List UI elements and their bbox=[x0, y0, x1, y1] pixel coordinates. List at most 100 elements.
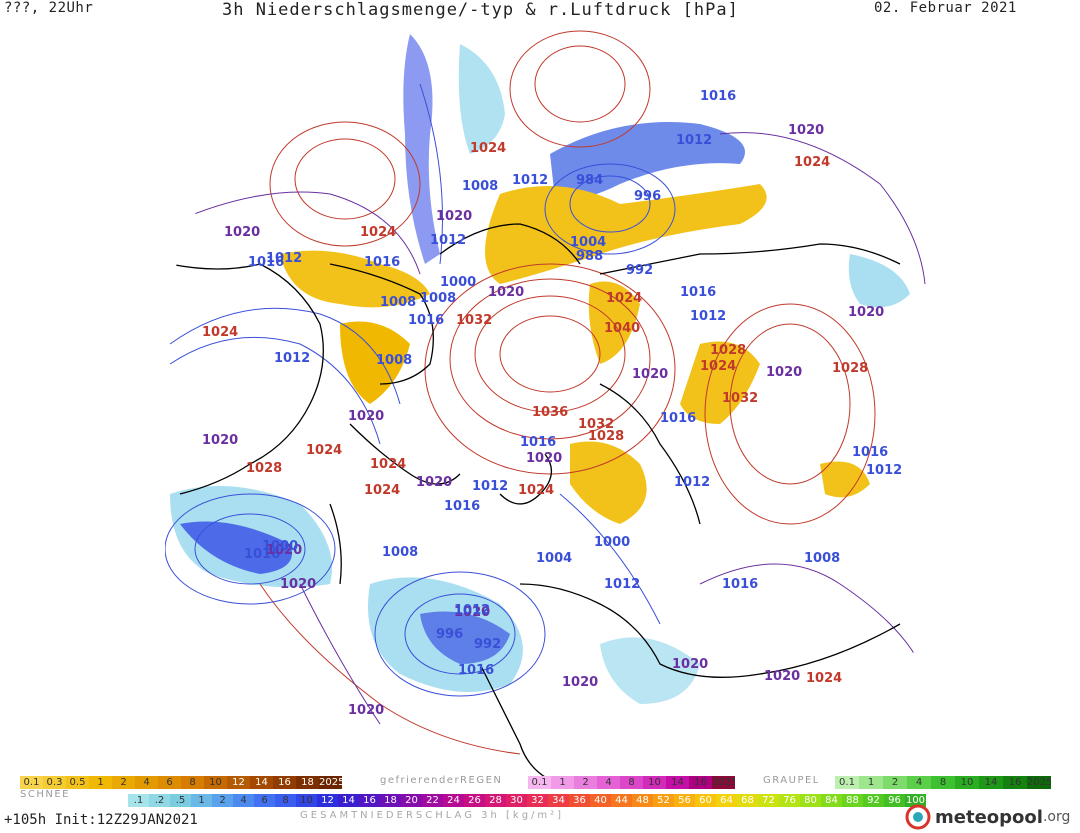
isobar-label-low: 1012 bbox=[866, 463, 902, 478]
isobar-label-high: 1032 bbox=[722, 391, 758, 406]
legend-swatch: 1 bbox=[191, 794, 212, 807]
legend-swatch: 8 bbox=[931, 776, 955, 789]
legend-swatch: 92 bbox=[863, 794, 884, 807]
isobar-labels: 1020 1024 1016 1012 1008 1012 984 996 1012 1016 10… bbox=[202, 89, 902, 718]
legend-swatch: 2025+ bbox=[1027, 776, 1051, 789]
isobar-label-low: 996 bbox=[436, 627, 463, 642]
isobar-label-low: 1016 bbox=[408, 313, 444, 328]
isobar-label-low: 984 bbox=[576, 173, 603, 188]
isobar-label-low: 1000 bbox=[594, 535, 630, 550]
isobar-label-high: 1028 bbox=[710, 343, 746, 358]
isobar-label-mid: 1020 bbox=[562, 675, 598, 690]
isobar-label-low: 1008 bbox=[420, 291, 456, 306]
legend-swatch: 8 bbox=[275, 794, 296, 807]
isobar-label-mid: 1020 bbox=[454, 605, 490, 620]
legend-swatch: 8 bbox=[620, 776, 643, 789]
isobar-label-low: 1008 bbox=[462, 179, 498, 194]
isobar-label-high: 1024 bbox=[202, 325, 238, 340]
legend-swatch: 32 bbox=[527, 794, 548, 807]
legend-swatch: 14 bbox=[979, 776, 1003, 789]
brand-name: meteopool bbox=[935, 806, 1043, 828]
isobar-label-mid: 1020 bbox=[348, 409, 384, 424]
isobar-label-low: 1004 bbox=[536, 551, 572, 566]
isobar-label-low: 992 bbox=[626, 263, 653, 278]
legend-swatch: 1 bbox=[89, 776, 112, 789]
isobar-label-mid: 1020 bbox=[632, 367, 668, 382]
chart-title: 3h Niederschlagsmenge/-typ & r.Luftdruck… bbox=[222, 0, 739, 20]
legend-swatch: 80 bbox=[800, 794, 821, 807]
legend-snow-label: SCHNEE bbox=[20, 789, 70, 800]
isobar-label-high: 1024 bbox=[700, 359, 736, 374]
isobar-label-low: 1004 bbox=[570, 235, 606, 250]
legend-swatch: 16 bbox=[359, 794, 380, 807]
legend-swatch: 6 bbox=[158, 776, 181, 789]
isobar-label-high: 1032 bbox=[578, 417, 614, 432]
isobar-label-low: 1008 bbox=[380, 295, 416, 310]
legend-swatch: 96 bbox=[884, 794, 905, 807]
isobar-label-low: 1016 bbox=[444, 499, 480, 514]
low-pressure-isobars bbox=[165, 83, 676, 697]
legend-swatch: 14 bbox=[666, 776, 689, 789]
isobar-label-high: 1024 bbox=[470, 141, 506, 156]
legend-swatch: 2025+ bbox=[319, 776, 342, 789]
legend-swatch: 2 bbox=[212, 794, 233, 807]
legend-swatch: 2025+ bbox=[712, 776, 735, 789]
legend-swatch: 12 bbox=[227, 776, 250, 789]
legend-swatch: 34 bbox=[548, 794, 569, 807]
legend-swatch: 4 bbox=[233, 794, 254, 807]
isobar-label-high: 1028 bbox=[588, 429, 624, 444]
legend-swatch: 14 bbox=[250, 776, 273, 789]
legend-swatch: 0.1 bbox=[528, 776, 551, 789]
isobar-label-low: 1012 bbox=[674, 475, 710, 490]
high-pressure-isobars bbox=[259, 30, 876, 755]
legend-swatch: 30 bbox=[506, 794, 527, 807]
isobar-label-low: 1016 bbox=[660, 411, 696, 426]
legend-swatch: 1 bbox=[551, 776, 574, 789]
isobar-label-low: 1016 bbox=[722, 577, 758, 592]
isobar-label-mid: 1020 bbox=[788, 123, 824, 138]
legend-swatch: 56 bbox=[674, 794, 695, 807]
brand-extension: .org bbox=[1042, 809, 1071, 825]
isobar-label-low: 1016 bbox=[700, 89, 736, 104]
legend-swatch: 40 bbox=[590, 794, 611, 807]
isobar-label-low: 1008 bbox=[804, 551, 840, 566]
isobar-label-low: 1012 bbox=[274, 351, 310, 366]
legend-swatch: 0.1 bbox=[20, 776, 43, 789]
legend-swatch: 76 bbox=[779, 794, 800, 807]
isobar-label-high: 1024 bbox=[364, 483, 400, 498]
isobar-label-high: 1024 bbox=[370, 457, 406, 472]
isobar-label-high: 1024 bbox=[360, 225, 396, 240]
legend-swatch: 18 bbox=[380, 794, 401, 807]
legend-swatch: 18 bbox=[296, 776, 319, 789]
isobar-label-low: 988 bbox=[576, 249, 603, 264]
legend-swatch: 88 bbox=[842, 794, 863, 807]
legend-swatch: 36 bbox=[569, 794, 590, 807]
meteopool-brand[interactable]: meteopool .org bbox=[905, 804, 1070, 830]
legend-swatch: 0.1 bbox=[835, 776, 859, 789]
header-date: 02. Februar 2021 bbox=[874, 0, 1017, 16]
isobar-label-high: 1028 bbox=[246, 461, 282, 476]
legend-freezing-label: gefrierenderREGEN bbox=[380, 775, 503, 786]
legend-swatch: 10 bbox=[643, 776, 666, 789]
isobar-label-low: 1016 bbox=[520, 435, 556, 450]
meteopool-logo-icon bbox=[905, 804, 931, 830]
isobar-label-high: 1024 bbox=[518, 483, 554, 498]
isobar-label-low: 1012 bbox=[430, 233, 466, 248]
isobar-label-high: 1024 bbox=[794, 155, 830, 170]
isobar-label-low: 1012 bbox=[472, 479, 508, 494]
legend-swatch: 16 bbox=[273, 776, 296, 789]
isobar-label-mid: 1020 bbox=[436, 209, 472, 224]
mid-pressure-isobars bbox=[169, 132, 926, 725]
legend-swatch: 10 bbox=[204, 776, 227, 789]
legend-swatch: 1 bbox=[859, 776, 883, 789]
legend-swatch: 2 bbox=[883, 776, 907, 789]
isobar-label-high: 1024 bbox=[806, 671, 842, 686]
legend-swatch: 60 bbox=[695, 794, 716, 807]
forecast-run: +105h Init:12Z29JAN2021 bbox=[4, 812, 198, 828]
legend-total: .1.2.5 1 2 4 6 8 10 12 14 16 18 20 22 24 26 28 30 32 34 36 4… bbox=[128, 794, 926, 807]
legend-swatch: 28 bbox=[485, 794, 506, 807]
legend-swatch: 20 bbox=[401, 794, 422, 807]
legend-swatch: 100 bbox=[905, 794, 926, 807]
legend-swatch: 24 bbox=[443, 794, 464, 807]
